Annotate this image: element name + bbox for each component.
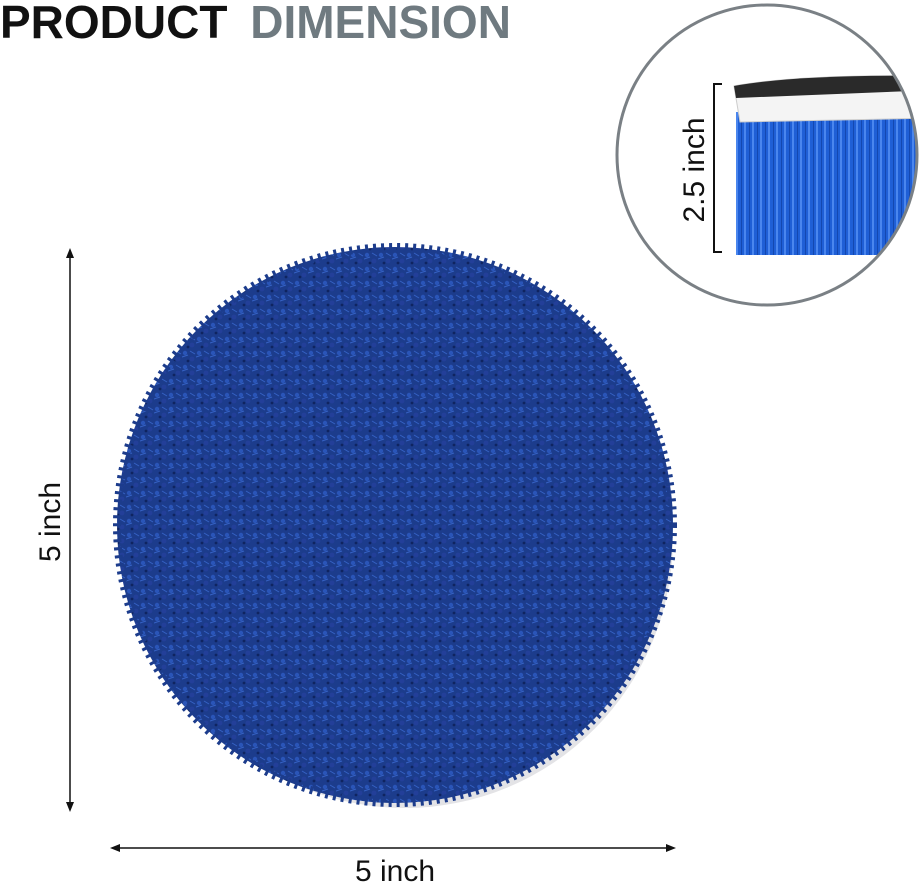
title-main: PRODUCT [0, 0, 227, 48]
title-accent: DIMENSION [250, 0, 511, 48]
width-label: 5 inch [355, 855, 435, 887]
brush-face [113, 243, 677, 808]
height-label: 5 inch [34, 482, 67, 562]
title: PRODUCT DIMENSION [0, 0, 511, 48]
width-arrow [110, 844, 676, 852]
bristle-length-label: 2.5 inch [678, 117, 711, 222]
height-arrow [66, 248, 74, 812]
inset [615, 3, 919, 307]
